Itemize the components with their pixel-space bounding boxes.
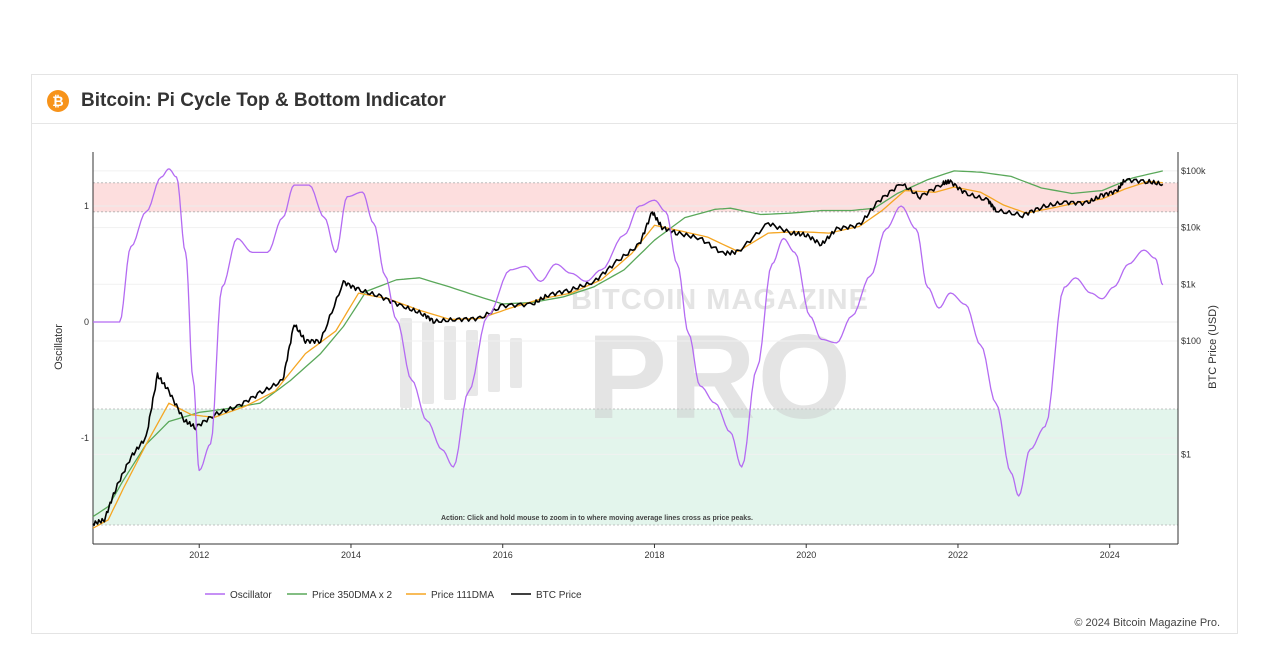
watermark-logo-icon <box>400 318 522 408</box>
legend-item[interactable]: Price 350DMA x 2 <box>287 590 392 601</box>
y-right-tick-label: $10k <box>1181 223 1201 233</box>
watermark-stripe <box>444 326 456 400</box>
x-tick-label: 2020 <box>796 550 816 560</box>
x-tick-label: 2024 <box>1100 550 1120 560</box>
y-right-tick-label: $100 <box>1181 336 1201 346</box>
y-right-tick-label: $1 <box>1181 449 1191 459</box>
y-left-tick-label: -1 <box>81 433 89 443</box>
chart-card: ₿ Bitcoin: Pi Cycle Top & Bottom Indicat… <box>31 74 1238 634</box>
x-tick-label: 2022 <box>948 550 968 560</box>
y-axis-left-label: Oscillator <box>53 324 65 370</box>
axes <box>92 152 1179 545</box>
zone-bands <box>93 182 1178 526</box>
legend-label: Price 350DMA x 2 <box>312 590 392 601</box>
legend-item[interactable]: Price 111DMA <box>406 590 494 601</box>
top-zone-band <box>93 182 1178 212</box>
tick-labels: 2012 2014 2016 2018 2020 2022 2024 1 0 -1 $100k $10… <box>81 166 1206 560</box>
watermark-stripe <box>488 334 500 392</box>
bottom-zone-band <box>93 409 1178 525</box>
gridlines <box>93 170 1178 455</box>
x-tick-label: 2014 <box>341 550 361 560</box>
legend: Oscillator Price 350DMA x 2 Price 111DMA BT… <box>205 590 582 601</box>
watermark-stripe <box>422 322 434 404</box>
legend-item[interactable]: BTC Price <box>511 590 582 601</box>
y-axis-right-label: BTC Price (USD) <box>1207 305 1219 389</box>
series-line-btc-price <box>92 177 1164 527</box>
card-header: ₿ Bitcoin: Pi Cycle Top & Bottom Indicat… <box>32 75 1237 124</box>
legend-item[interactable]: Oscillator <box>205 590 272 601</box>
y-left-tick-label: 0 <box>84 317 89 327</box>
chart-title: Bitcoin: Pi Cycle Top & Bottom Indicator <box>81 90 446 111</box>
x-tick-label: 2012 <box>189 550 209 560</box>
legend-label: BTC Price <box>536 590 582 601</box>
legend-label: Price 111DMA <box>431 590 494 601</box>
zoom-annotation: Action: Click and hold mouse to zoom in … <box>441 515 753 522</box>
y-left-tick-label: 1 <box>84 201 89 211</box>
y-right-tick-label: $100k <box>1181 166 1206 176</box>
watermark-line1: BITCOIN MAGAZINE <box>571 284 869 316</box>
watermark: BITCOIN MAGAZINE PRO <box>400 284 869 444</box>
series-line-oscillator <box>93 168 1164 497</box>
copyright-text: © 2024 Bitcoin Magazine Pro. <box>1074 617 1220 629</box>
series-lines <box>92 168 1164 529</box>
legend-label: Oscillator <box>230 590 272 601</box>
bitcoin-icon: ₿ <box>47 90 69 112</box>
series-line-price-111dma <box>92 180 1163 529</box>
watermark-stripe <box>510 338 522 388</box>
x-tick-label: 2018 <box>644 550 664 560</box>
watermark-line2: PRO <box>587 310 853 444</box>
x-tick-label: 2016 <box>493 550 513 560</box>
y-right-tick-label: $1k <box>1181 279 1196 289</box>
watermark-stripe <box>466 330 478 396</box>
